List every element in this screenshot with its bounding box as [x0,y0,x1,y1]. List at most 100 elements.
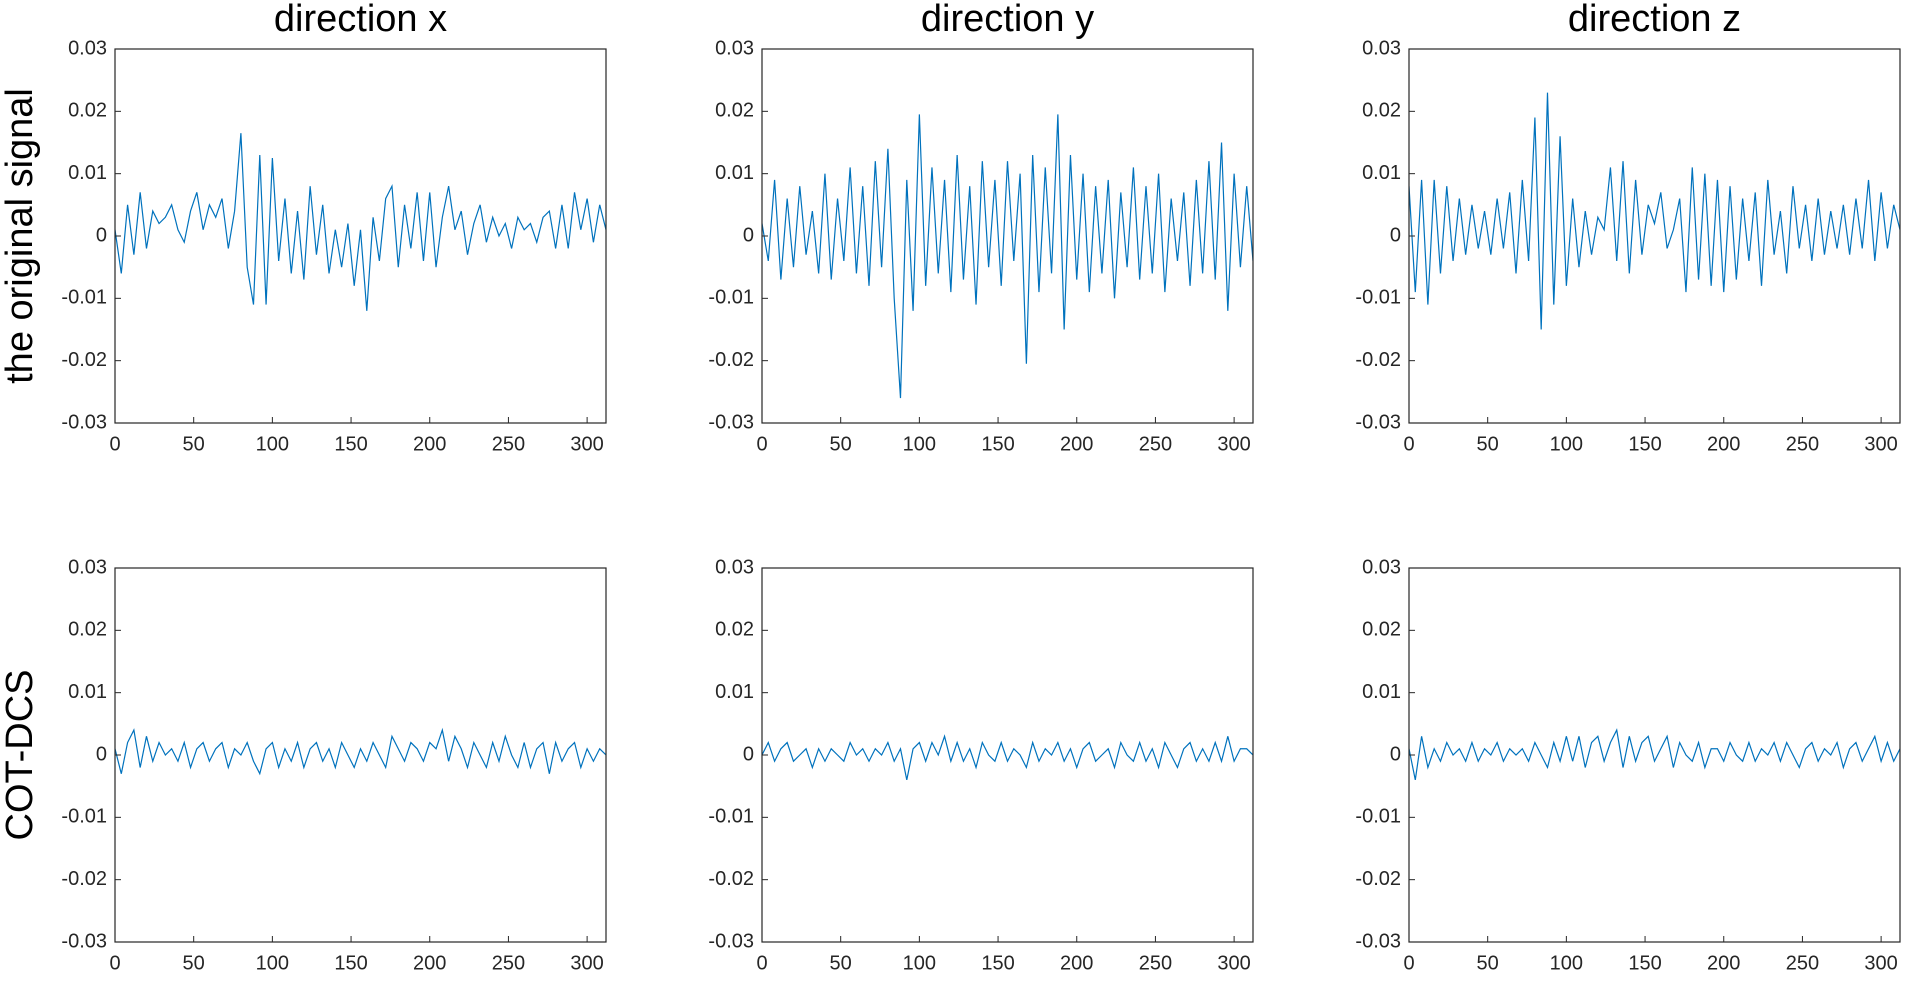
x-tick-label: 150 [334,952,367,974]
x-tick-label: 250 [1139,952,1172,974]
axes-box [114,567,607,943]
y-tick-label: -0.01 [61,806,107,828]
plot-area [1409,728,1900,781]
x-tick-label: 0 [1403,952,1414,974]
subplot-title: direction z [1568,0,1741,40]
signal-line [762,734,1253,781]
x-tick-label: 50 [830,433,852,455]
x-tick-label: 0 [109,952,120,974]
axes-background [762,568,1253,942]
x-tick-label: 200 [1060,433,1093,455]
x-tick-label: 100 [1550,433,1583,455]
y-tick-label: 0.03 [68,37,107,59]
x-tick-label: 50 [1477,952,1499,974]
y-tick-label: -0.02 [61,868,107,890]
row-label: COT-DCS [0,670,41,841]
axes-box [761,567,1254,943]
x-tick-label: 100 [903,952,936,974]
row-label: the original signal [0,88,41,384]
x-tick-label: 250 [1786,952,1819,974]
y-tick-label: 0.03 [1362,556,1401,578]
x-tick-label: 0 [756,433,767,455]
subplot: 0 50 100 150 200 250 300 -0.03 -0.02 -0.01 0 0.01 0.… [0,0,607,455]
x-tick-label: 300 [1217,433,1250,455]
x-tick-label: 100 [1550,952,1583,974]
x-tick-label: 250 [492,952,525,974]
x-tick-label: 150 [1628,433,1661,455]
signal-line [762,114,1253,399]
x-tick-label: 300 [570,433,603,455]
y-tick-label: 0.01 [68,162,107,184]
signal-line [1409,728,1900,781]
x-tick-label: 0 [756,952,767,974]
y-tick-label: -0.01 [1355,806,1401,828]
x-tick-label: 200 [413,952,446,974]
axes-background [115,568,606,942]
x-tick-label: 250 [492,433,525,455]
x-tick-label: 150 [1628,952,1661,974]
signal-line [115,727,606,776]
signal-line [1409,92,1900,330]
x-tick-label: 300 [1217,952,1250,974]
x-tick-label: 50 [1477,433,1499,455]
y-tick-label: 0.02 [1362,619,1401,641]
y-tick-label: -0.02 [61,349,107,371]
x-tick-label: 0 [1403,433,1414,455]
x-tick-label: 250 [1139,433,1172,455]
y-tick-label: 0.01 [1362,162,1401,184]
axes-background [1409,49,1900,423]
axes-box [1408,567,1901,943]
y-tick-label: 0 [96,743,107,765]
y-tick-label: 0.03 [715,556,754,578]
subplot: 0 50 100 150 200 250 300 -0.03 -0.02 -0.01 0 0.01 0.… [1355,556,1901,974]
y-tick-label: 0 [743,224,754,246]
subplot-title: direction y [921,0,1094,40]
y-tick-label: 0.02 [715,619,754,641]
y-tick-label: -0.01 [708,287,754,309]
signal-line [115,133,606,311]
y-tick-label: 0.02 [715,100,754,122]
subplot: 0 50 100 150 200 250 300 -0.03 -0.02 -0.01 0 0.01 0.… [708,0,1254,455]
x-tick-label: 0 [109,433,120,455]
x-tick-label: 100 [256,952,289,974]
x-tick-label: 150 [334,433,367,455]
y-tick-label: -0.01 [61,287,107,309]
plot-area [115,133,606,311]
subplot: 0 50 100 150 200 250 300 -0.03 -0.02 -0.01 0 0.01 0.… [1355,0,1901,455]
y-tick-label: -0.02 [1355,868,1401,890]
y-tick-label: -0.01 [1355,287,1401,309]
y-tick-label: 0.02 [1362,100,1401,122]
y-tick-label: -0.03 [708,411,754,433]
y-tick-label: -0.02 [708,349,754,371]
y-tick-label: 0 [743,743,754,765]
y-tick-label: 0.01 [715,162,754,184]
subplot: 0 50 100 150 200 250 300 -0.03 -0.02 -0.01 0 0.01 0.… [708,556,1254,974]
axes-background [762,49,1253,423]
x-tick-label: 50 [183,433,205,455]
y-tick-label: -0.03 [61,411,107,433]
y-tick-label: -0.03 [61,930,107,952]
plot-area [762,114,1253,399]
x-tick-label: 200 [1707,952,1740,974]
x-tick-label: 100 [903,433,936,455]
x-tick-label: 300 [1864,952,1897,974]
x-tick-label: 150 [981,952,1014,974]
x-tick-label: 100 [256,433,289,455]
plot-area [1409,92,1900,330]
x-tick-label: 50 [183,952,205,974]
y-tick-label: 0 [96,224,107,246]
y-tick-label: -0.03 [708,930,754,952]
y-tick-label: 0.02 [68,619,107,641]
subplot: 0 50 100 150 200 250 300 -0.03 -0.02 -0.01 0 0.01 0.… [0,556,607,974]
x-tick-label: 200 [1707,433,1740,455]
axes-box [114,48,607,424]
y-tick-label: 0.02 [68,100,107,122]
y-tick-label: 0.01 [1362,681,1401,703]
y-tick-label: 0.01 [715,681,754,703]
axes-box [1408,48,1901,424]
plot-area [762,734,1253,781]
y-tick-label: 0 [1390,224,1401,246]
x-tick-label: 150 [981,433,1014,455]
